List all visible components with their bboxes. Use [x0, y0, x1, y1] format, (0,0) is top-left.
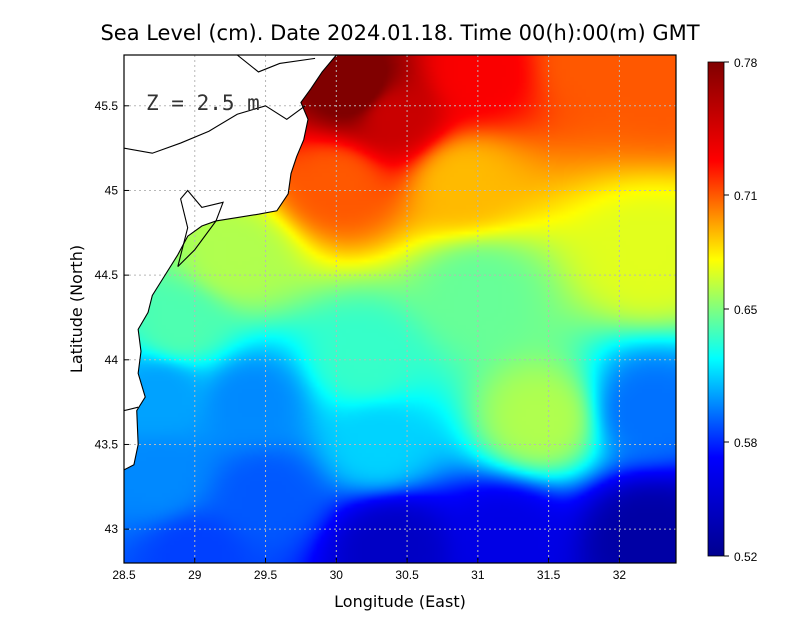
land-area [124, 55, 337, 470]
colorbar-tick-label: 0.52 [734, 550, 758, 564]
colorbar-ticks: 0.52 0.58 0.65 0.71 0.78 [724, 56, 758, 564]
colorbar-scale [707, 61, 725, 557]
y-axis-label: Latitude (North) [67, 245, 86, 373]
x-axis-ticks: 28.5 29 29.5 30 30.5 31 31.5 32 [112, 558, 626, 582]
y-tick-label: 44 [105, 353, 119, 367]
x-tick-label: 32 [613, 568, 627, 582]
depth-annotation: Z = 2.5 m [146, 91, 260, 115]
x-tick-label: 31 [471, 568, 485, 582]
coastline-line [124, 55, 337, 471]
colorbar-tick-label: 0.78 [734, 56, 758, 70]
colorbar-tick-label: 0.58 [734, 436, 758, 450]
colorbar-tick-label: 0.71 [734, 189, 758, 203]
grid-lines [124, 55, 676, 563]
y-tick-label: 43 [105, 522, 119, 536]
land-mask [124, 55, 337, 470]
colorbar-tick-label: 0.65 [734, 303, 758, 317]
plot-area [124, 55, 676, 563]
x-tick-label: 29 [188, 568, 202, 582]
x-tick-label: 28.5 [112, 568, 136, 582]
river-line [236, 55, 316, 73]
y-axis-ticks: 43 43.5 44 44.5 45 45.5 [95, 99, 129, 536]
plot-frame [123, 54, 677, 564]
x-tick-label: 29.5 [254, 568, 278, 582]
colorbar: 0.52 0.58 0.65 0.71 0.78 [707, 56, 758, 564]
chart-title: Sea Level (cm). Date 2024.01.18. Time 00… [100, 21, 699, 45]
y-tick-label: 44.5 [95, 268, 119, 282]
lagoon-outline [177, 189, 224, 268]
y-tick-label: 45 [105, 183, 119, 197]
delta-branch-line [124, 105, 306, 154]
coastline [124, 55, 337, 471]
border-line [124, 406, 139, 412]
x-tick-label: 30 [330, 568, 344, 582]
y-tick-label: 43.5 [95, 437, 119, 451]
y-tick-label: 45.5 [95, 99, 119, 113]
x-tick-label: 31.5 [537, 568, 561, 582]
x-tick-label: 30.5 [395, 568, 419, 582]
x-axis-label: Longitude (East) [334, 592, 466, 611]
